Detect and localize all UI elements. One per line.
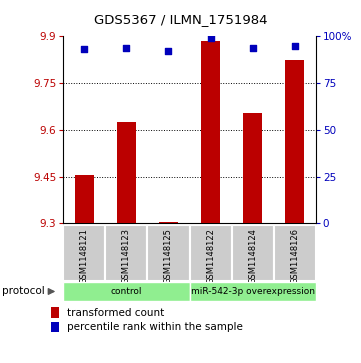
Bar [63,282,190,301]
Text: GSM1148122: GSM1148122 [206,228,215,284]
Point [292,43,298,49]
Bar [159,222,178,223]
Bar [232,225,274,281]
Point [123,45,129,50]
Text: GSM1148125: GSM1148125 [164,228,173,284]
Text: miR-542-3p overexpression: miR-542-3p overexpression [191,287,315,296]
Text: GSM1148124: GSM1148124 [248,228,257,284]
Text: GSM1148126: GSM1148126 [290,228,299,284]
Bar [117,122,136,223]
Text: transformed count: transformed count [67,307,165,318]
Text: GSM1148123: GSM1148123 [122,228,131,284]
Bar [285,60,304,223]
Text: GSM1148121: GSM1148121 [80,228,89,284]
Bar [147,225,190,281]
Bar [190,282,316,301]
Text: percentile rank within the sample: percentile rank within the sample [67,322,243,332]
Text: control: control [110,287,142,296]
Bar [51,322,59,333]
Point [166,48,171,54]
Bar [105,225,147,281]
Bar [63,225,105,281]
Bar [75,175,94,223]
Point [208,35,213,41]
Point [250,45,256,50]
Point [81,46,87,52]
Text: GDS5367 / ILMN_1751984: GDS5367 / ILMN_1751984 [94,13,267,26]
Bar [201,41,220,223]
Bar [274,225,316,281]
Bar [190,225,232,281]
Bar [243,113,262,223]
Text: protocol: protocol [2,286,44,297]
Bar [51,307,59,318]
